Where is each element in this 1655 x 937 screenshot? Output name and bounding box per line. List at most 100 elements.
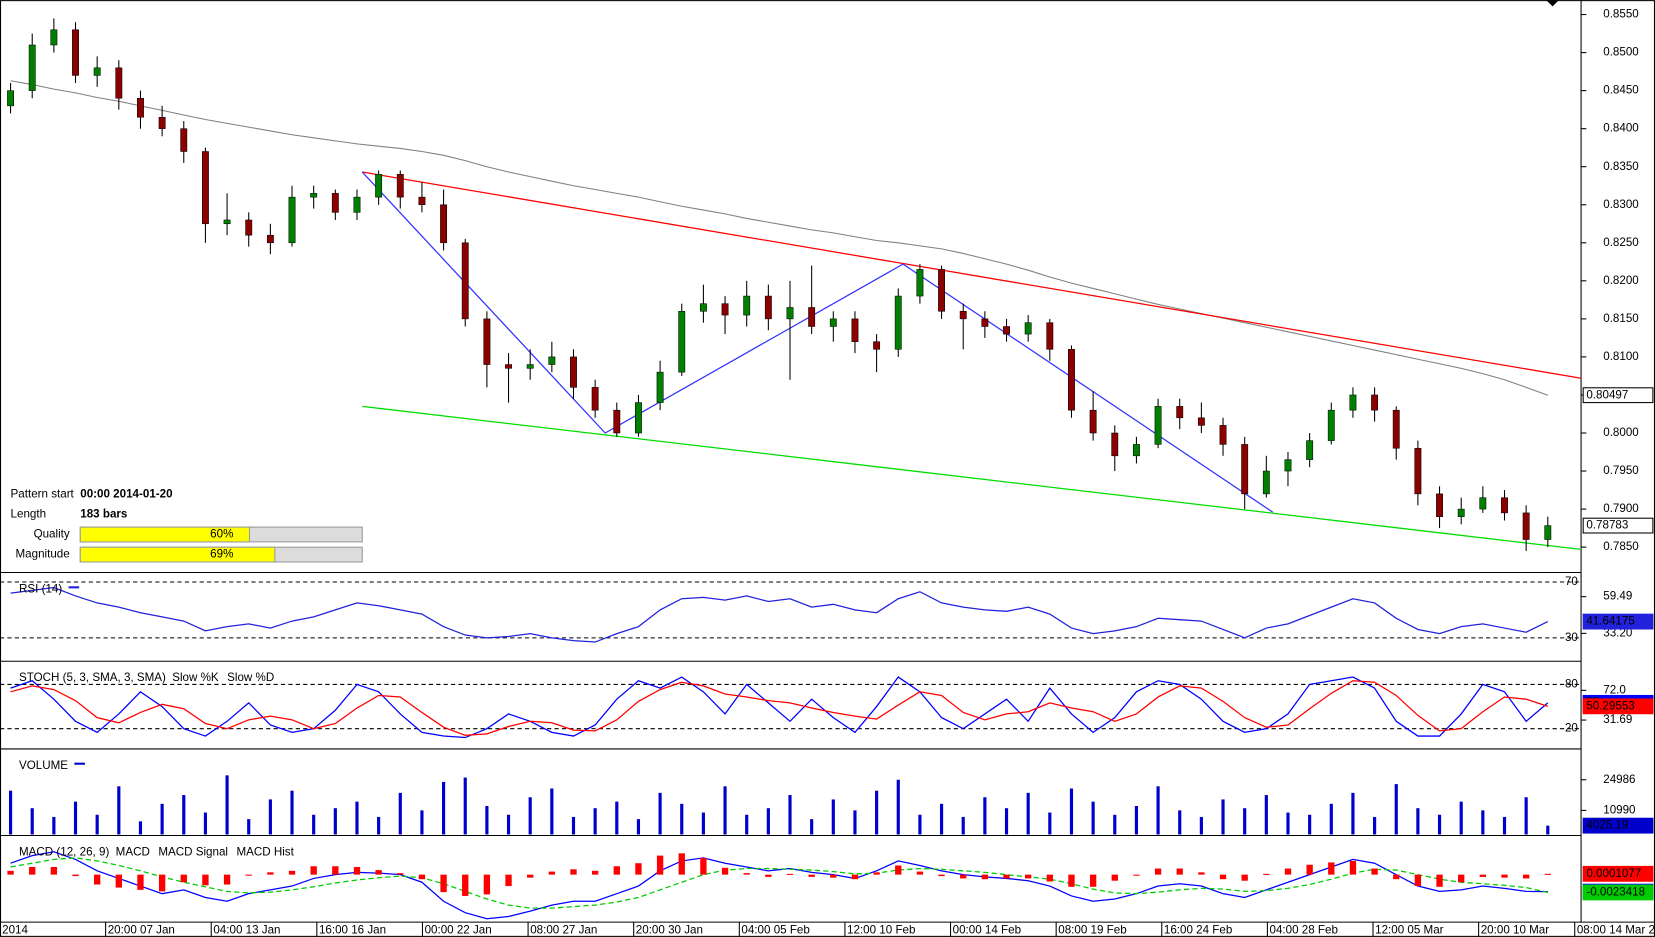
candle-body	[1154, 406, 1162, 445]
value-box-label: 4025.19	[1586, 819, 1628, 832]
candle-body	[1522, 512, 1530, 540]
histogram-bar	[1458, 874, 1465, 883]
volume-bar	[1329, 803, 1333, 835]
x-tick-label: 00:00 22 Jan	[425, 924, 492, 937]
value-box	[1582, 387, 1654, 404]
candle-body	[1479, 497, 1487, 510]
candle-body	[440, 204, 448, 244]
candle-body	[1501, 497, 1508, 514]
candle-body	[1284, 459, 1292, 472]
volume-bar	[398, 792, 402, 835]
histogram-bar	[851, 874, 859, 880]
x-tick-label: 2014	[2, 924, 28, 937]
histogram-bar	[462, 874, 469, 896]
candle-body	[266, 234, 274, 244]
info-label: Magnitude	[15, 548, 69, 561]
y-tick-label: 0.8550	[1603, 8, 1639, 21]
candle-body	[570, 356, 577, 388]
histogram-bar	[548, 871, 556, 875]
volume-bar	[831, 799, 835, 835]
candle-body	[1436, 493, 1443, 517]
candle-body	[201, 151, 209, 225]
panel-title: VOLUME	[19, 759, 68, 772]
candle-body	[223, 219, 231, 225]
volume-bar	[983, 797, 987, 835]
candle-body	[1371, 394, 1379, 411]
histogram-bar	[158, 874, 166, 892]
candle-body	[310, 193, 318, 198]
candle-body	[721, 303, 729, 316]
histogram-bar	[1522, 874, 1530, 879]
histogram-bar	[505, 874, 512, 887]
histogram-bar	[1263, 873, 1270, 875]
info-label: Quality	[34, 528, 70, 541]
candle-body	[245, 219, 253, 236]
volume-bar	[485, 806, 489, 835]
volume-bar	[1394, 784, 1398, 835]
candle-body	[743, 295, 751, 316]
candle-body	[829, 318, 837, 327]
histogram-bar	[72, 874, 79, 877]
volume-bar	[117, 786, 121, 835]
volume-bar	[1524, 797, 1528, 835]
y-tick-label: 0.8100	[1603, 350, 1639, 363]
legend-entry: Slow %D	[227, 671, 274, 684]
volume-bar	[355, 801, 359, 835]
value-box-label: 0.80497	[1586, 388, 1628, 401]
y-tick-label: 0.8250	[1603, 236, 1639, 249]
volume-bar	[1481, 810, 1485, 835]
volume-bar	[1199, 816, 1203, 835]
trend-line	[362, 405, 1582, 551]
x-tick-label: 04:00 13 Jan	[213, 924, 280, 937]
volume-bar	[1502, 816, 1507, 835]
candle-body	[959, 311, 967, 320]
candle-body	[331, 193, 339, 213]
legend-entry: Slow %K	[172, 671, 219, 684]
histogram-bar	[786, 873, 794, 875]
y-tick-label: 0.7950	[1603, 464, 1639, 477]
histogram-bar	[570, 869, 577, 875]
value-box-label: 50.29553	[1586, 699, 1634, 712]
candle-body	[1068, 349, 1075, 411]
y-tick-label: 59.49	[1603, 590, 1632, 603]
candle-body	[50, 29, 58, 46]
volume-bar	[1264, 795, 1268, 835]
panel-title: MACD (12, 26, 9)	[19, 845, 109, 858]
value-box-label: 41.64175	[1586, 615, 1634, 628]
value-box-label: 0.78783	[1586, 519, 1628, 532]
volume-bar	[138, 821, 143, 835]
candle-body	[1132, 444, 1140, 457]
x-tick-label: 16:00 16 Jan	[319, 924, 386, 937]
histogram-bar	[830, 874, 837, 878]
candle-body	[353, 196, 361, 213]
legend-entry: MACD	[116, 845, 150, 858]
volume-bar	[8, 790, 13, 835]
volume-bar	[1048, 812, 1052, 835]
meter-label: 60%	[210, 528, 233, 541]
volume-bar	[225, 775, 229, 835]
histogram-bar	[1436, 874, 1443, 887]
histogram-bar	[1349, 860, 1357, 875]
y-tick-label: 33.20	[1603, 626, 1632, 639]
volume-bar	[550, 788, 554, 835]
legend-entry: MACD Signal	[158, 845, 228, 858]
histogram-bar	[981, 874, 989, 880]
histogram-bar	[310, 866, 317, 875]
volume-bar	[95, 814, 99, 835]
candle-body	[1349, 394, 1357, 411]
y-tick-label: 0.8000	[1603, 426, 1639, 439]
volume-bar	[1546, 825, 1550, 835]
candle-body	[1262, 470, 1270, 495]
candle-body	[699, 303, 707, 312]
volume-bar	[73, 801, 78, 835]
candle-body	[483, 318, 491, 365]
candle-body	[678, 311, 686, 373]
volume-bar	[463, 777, 467, 835]
candle-body	[613, 409, 621, 434]
candle-body	[1111, 432, 1119, 457]
histogram-bar	[245, 874, 252, 876]
histogram-bar	[50, 867, 58, 875]
candle-body	[764, 295, 772, 320]
candle-body	[1197, 417, 1205, 426]
